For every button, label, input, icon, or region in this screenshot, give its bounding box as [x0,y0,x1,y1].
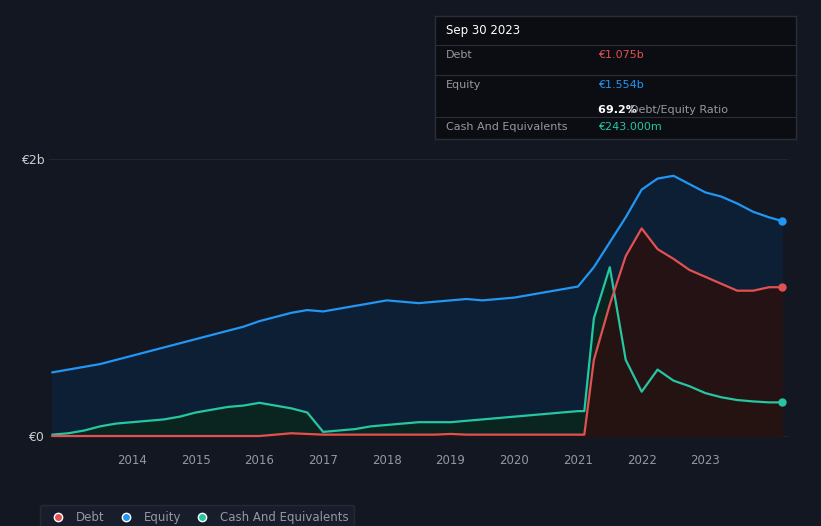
Text: €1.075b: €1.075b [598,50,644,60]
Legend: Debt, Equity, Cash And Equivalents: Debt, Equity, Cash And Equivalents [40,505,355,526]
Text: Debt/Equity Ratio: Debt/Equity Ratio [631,105,728,115]
Text: Sep 30 2023: Sep 30 2023 [446,24,520,37]
Text: 69.2%: 69.2% [598,105,640,115]
Text: Cash And Equivalents: Cash And Equivalents [446,122,567,132]
Text: €243.000m: €243.000m [598,122,662,132]
Text: Equity: Equity [446,80,481,90]
Text: Debt: Debt [446,50,473,60]
Text: €1.554b: €1.554b [598,80,644,90]
